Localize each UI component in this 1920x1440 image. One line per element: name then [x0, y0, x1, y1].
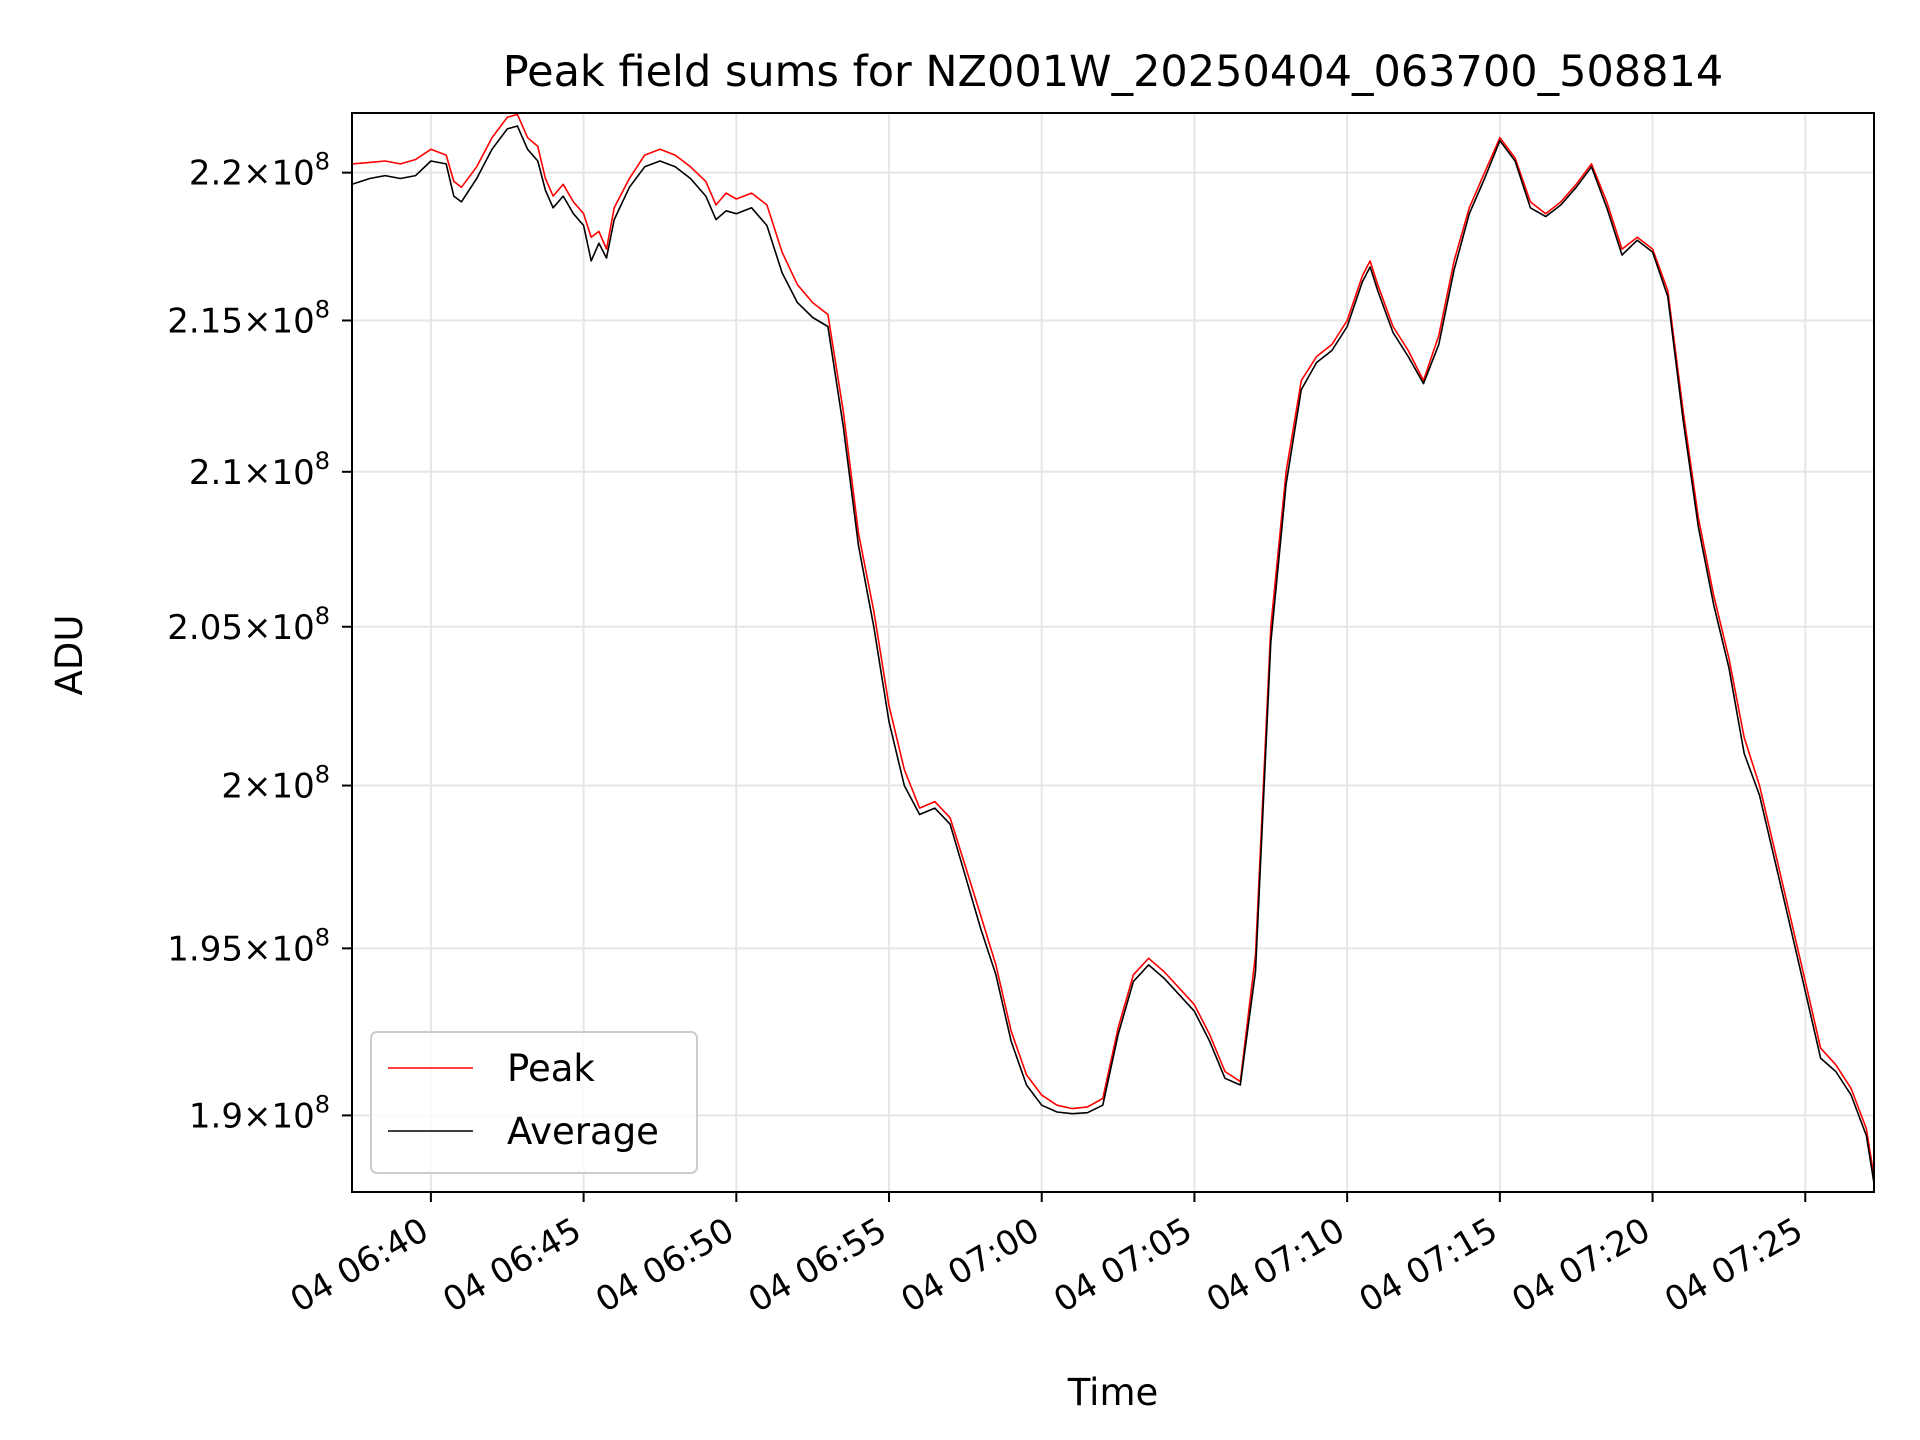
y-tick-exponent: 8: [315, 1090, 330, 1118]
y-tick-exponent: 8: [315, 923, 330, 951]
y-tick-exponent: 8: [315, 295, 330, 323]
y-tick-exponent: 8: [315, 447, 330, 475]
y-tick-label: 2.15×108: [167, 295, 330, 341]
y-tick-mantissa: 2.2×10: [189, 154, 315, 194]
chart-title: Peak field sums for NZ001W_20250404_0637…: [503, 47, 1724, 97]
legend-label-average: Average: [507, 1110, 659, 1153]
y-tick-label: 2×108: [221, 761, 330, 807]
y-tick-mantissa: 2.1×10: [189, 453, 315, 493]
y-tick-exponent: 8: [315, 602, 330, 630]
y-tick-exponent: 8: [315, 761, 330, 789]
y-tick-mantissa: 2.05×10: [167, 608, 314, 648]
y-tick-label: 1.9×108: [189, 1090, 330, 1136]
y-axis-label: ADU: [48, 615, 91, 696]
y-tick-mantissa: 2.15×10: [167, 301, 314, 341]
y-tick-label: 1.95×108: [167, 923, 330, 969]
y-tick-label: 2.2×108: [189, 148, 330, 194]
y-tick-label: 2.05×108: [167, 602, 330, 648]
y-tick-mantissa: 1.95×10: [167, 929, 314, 969]
y-tick-mantissa: 2×10: [221, 767, 314, 807]
grid: [352, 113, 1874, 1192]
y-axis-ticks: 1.9×1081.95×1082×1082.05×1082.1×1082.15×…: [167, 148, 352, 1136]
legend: Peak Average: [370, 1031, 698, 1174]
x-axis-label: Time: [1067, 1371, 1159, 1414]
y-tick-label: 2.1×108: [189, 447, 330, 493]
series-line-average: [351, 125, 1875, 1184]
series-lines: [351, 113, 1875, 1184]
y-tick-exponent: 8: [315, 148, 330, 176]
legend-label-peak: Peak: [507, 1047, 595, 1090]
plot-frame: [351, 112, 1875, 1193]
y-tick-mantissa: 1.9×10: [189, 1096, 315, 1136]
series-line-peak: [351, 113, 1875, 1177]
